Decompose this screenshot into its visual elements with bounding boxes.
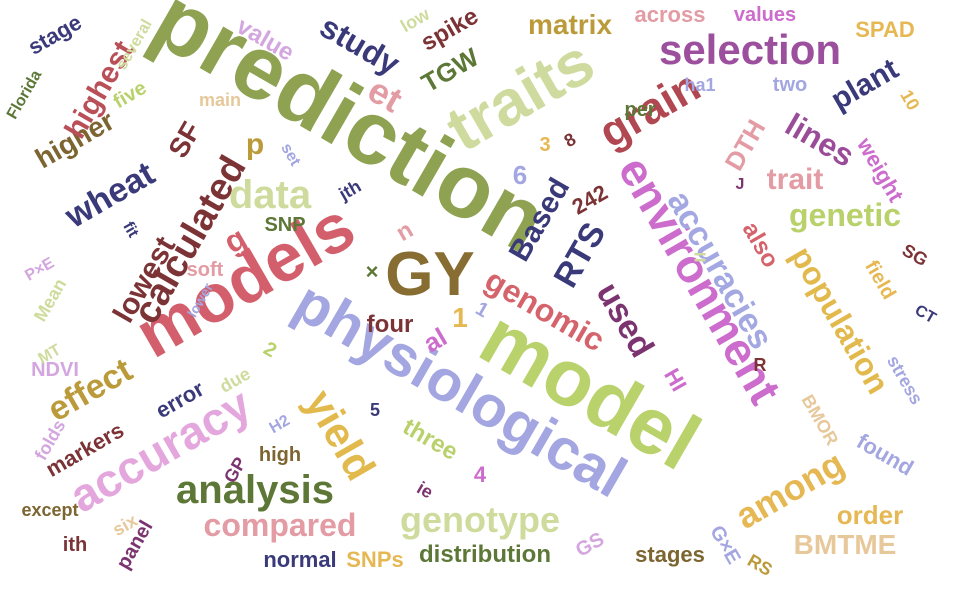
word: two bbox=[772, 74, 808, 96]
word: fit bbox=[119, 218, 142, 241]
word: J bbox=[735, 176, 745, 193]
word: 2 bbox=[259, 337, 281, 363]
word: G×E bbox=[705, 521, 745, 569]
word: data bbox=[228, 173, 312, 217]
word: due bbox=[216, 363, 254, 397]
word: across bbox=[634, 2, 706, 27]
word: analysis bbox=[176, 468, 334, 512]
word: weight bbox=[852, 133, 909, 207]
word: compared bbox=[203, 507, 357, 543]
word: distribution bbox=[419, 541, 551, 568]
word: order bbox=[836, 500, 904, 530]
word: 8 bbox=[560, 128, 580, 152]
word: × bbox=[365, 259, 379, 284]
word: four bbox=[366, 311, 414, 338]
word: GS bbox=[571, 528, 609, 562]
word: genotype bbox=[399, 499, 561, 540]
word: DTH bbox=[718, 114, 772, 176]
word: genetic bbox=[788, 197, 902, 233]
word: R bbox=[753, 355, 767, 375]
word: BMOR bbox=[797, 391, 843, 449]
word: p bbox=[245, 128, 265, 161]
word: SNPs bbox=[346, 547, 404, 572]
word: 5 bbox=[369, 400, 381, 420]
word: stage bbox=[23, 9, 86, 60]
word: 6 bbox=[512, 160, 528, 190]
word: SF bbox=[162, 116, 207, 163]
word: 4 bbox=[473, 462, 487, 487]
word: matrix bbox=[527, 9, 613, 40]
word: wheat bbox=[58, 154, 162, 236]
word: NDVI bbox=[31, 359, 79, 381]
word: selection bbox=[658, 26, 842, 73]
word: SPAD bbox=[855, 17, 915, 42]
word: Mean bbox=[29, 275, 71, 325]
word: 1 bbox=[452, 302, 468, 333]
word: = bbox=[693, 245, 707, 270]
word: ha1 bbox=[684, 75, 716, 95]
word: high bbox=[258, 444, 302, 466]
word: Florida bbox=[3, 67, 46, 123]
word: 3 bbox=[539, 134, 551, 156]
word: field bbox=[860, 256, 900, 304]
word: H2 bbox=[266, 412, 293, 438]
word: found bbox=[852, 428, 918, 481]
word: trait bbox=[766, 163, 824, 196]
word: main bbox=[198, 90, 242, 110]
word: ith bbox=[62, 534, 88, 556]
word: GY bbox=[385, 240, 475, 309]
word: among bbox=[728, 442, 852, 537]
word: except bbox=[21, 500, 79, 520]
word: CT bbox=[911, 301, 939, 328]
word: stages bbox=[635, 542, 705, 567]
word: 10 bbox=[896, 86, 924, 114]
word: SNP bbox=[264, 214, 306, 236]
word: values bbox=[733, 4, 797, 26]
word: BMTME bbox=[793, 529, 897, 560]
word: also bbox=[736, 217, 785, 273]
word: soft bbox=[186, 259, 224, 281]
word: normal bbox=[263, 547, 337, 572]
word: RTS bbox=[546, 216, 614, 294]
word: per bbox=[624, 99, 656, 121]
word: 1 bbox=[471, 297, 493, 323]
word: SG bbox=[898, 239, 932, 271]
word: * bbox=[0, 0, 3, 8]
word: RS bbox=[744, 550, 776, 580]
word: 242 bbox=[567, 179, 612, 220]
